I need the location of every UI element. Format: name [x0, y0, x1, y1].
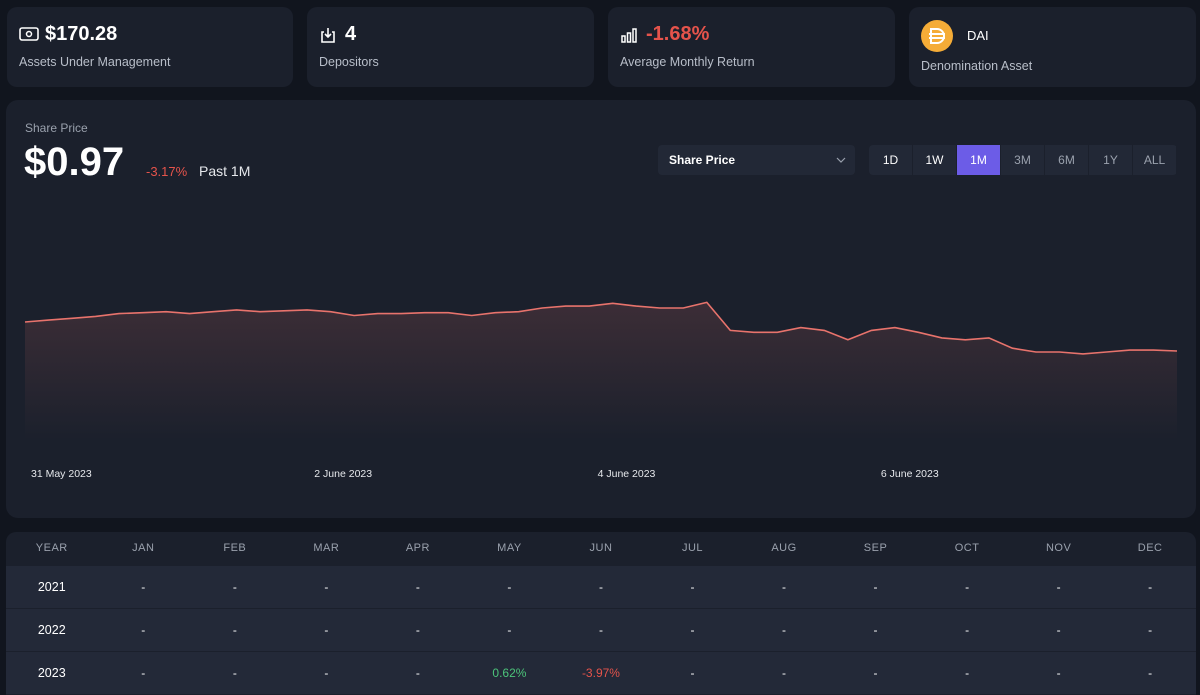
return-cell: -: [873, 580, 878, 594]
year-cell: 2023: [37, 666, 66, 680]
return-cell: -: [873, 623, 878, 637]
return-cell: -: [965, 580, 970, 594]
stat-value: 4: [345, 23, 357, 45]
return-cell: -: [1056, 623, 1061, 637]
return-cell: 0.62%: [492, 666, 527, 680]
return-cell: -: [415, 666, 420, 680]
table-row: 2021 - - - - - - - - - - - -: [6, 565, 1196, 608]
return-cell: -: [782, 666, 787, 680]
x-tick-label: 31 May 2023: [31, 468, 92, 480]
return-cell: -: [1148, 580, 1153, 594]
return-cell: -: [232, 580, 237, 594]
return-cell: -: [1056, 666, 1061, 680]
stat-label: Denomination Asset: [921, 59, 1033, 73]
select-text: Share Price: [669, 153, 736, 167]
dai-icon: [921, 20, 953, 52]
return-cell: -: [415, 623, 420, 637]
stat-value: -1.68%: [646, 23, 710, 45]
returns-table: YEAR JAN FEB MAR APR MAY JUN JUL AUG SEP OCT NOV DEC…: [6, 532, 1196, 695]
x-tick-label: 2 June 2023: [314, 468, 372, 480]
return-cell: -: [782, 580, 787, 594]
return-cell: -: [1056, 580, 1061, 594]
chart-label: Share Price: [25, 121, 88, 135]
return-cell: -: [507, 580, 512, 594]
range-button[interactable]: 1M: [957, 145, 1001, 175]
header-row: YEAR JAN FEB MAR APR MAY JUN JUL AUG SEP OCT NOV DEC: [6, 542, 1196, 562]
column-header: FEB: [223, 542, 247, 554]
period: Past 1M: [199, 163, 251, 179]
stat-card: 4 Depositors: [307, 7, 594, 87]
return-cell: -: [324, 580, 329, 594]
chart-panel: 31 May 2023 2 June 2023 4 June 2023 6 June …: [6, 100, 1196, 518]
return-cell: -: [141, 580, 146, 594]
price: $0.97: [24, 140, 125, 184]
return-cell: -: [507, 623, 512, 637]
column-header: DEC: [1137, 542, 1163, 554]
column-header: SEP: [863, 542, 888, 554]
return-cell: -: [1148, 666, 1153, 680]
column-header: JUN: [589, 542, 613, 554]
line: [24, 301, 1178, 355]
price-change: -3.17%: [146, 164, 188, 179]
return-cell: -: [690, 580, 695, 594]
column-header: MAR: [313, 542, 340, 554]
return-cell: -: [598, 580, 603, 594]
range-button[interactable]: ALL: [1133, 145, 1177, 175]
x-tick-label: 4 June 2023: [598, 468, 656, 480]
stat-card: -1.68% Average Monthly Return: [608, 7, 895, 87]
column-header: NOV: [1045, 542, 1072, 554]
column-header: OCT: [954, 542, 980, 554]
range-buttons: 1D 1W 1M 3M 6M 1Y ALL: [869, 145, 1177, 175]
range-button[interactable]: 1Y: [1089, 145, 1133, 175]
return-cell: -: [873, 666, 878, 680]
return-cell: -: [141, 666, 146, 680]
stat-value: DAI: [967, 28, 989, 43]
return-cell: -3.97%: [581, 666, 620, 680]
column-header: APR: [405, 542, 430, 554]
money-icon: [19, 27, 39, 41]
return-cell: -: [690, 666, 695, 680]
return-cell: -: [782, 623, 787, 637]
year-cell: 2022: [37, 623, 66, 637]
return-cell: -: [415, 580, 420, 594]
year-cell: 2021: [37, 580, 66, 594]
return-cell: -: [324, 666, 329, 680]
column-header: JUL: [681, 542, 704, 554]
stat-label: Average Monthly Return: [620, 55, 755, 69]
stat-card: DAI Denomination Asset: [909, 7, 1196, 87]
range-button[interactable]: 1D: [869, 145, 913, 175]
table-row: 2023 - - - - 0.62% -3.97% - - - - - -: [6, 651, 1196, 694]
metric-select[interactable]: Share Price: [658, 145, 855, 175]
x-tick-label: 6 June 2023: [881, 468, 939, 480]
deposit-icon: [321, 28, 335, 43]
return-cell: -: [141, 623, 146, 637]
column-header: AUG: [771, 542, 797, 554]
range-button[interactable]: 3M: [1001, 145, 1045, 175]
return-cell: -: [324, 623, 329, 637]
column-header: MAY: [497, 542, 522, 554]
chevron: [836, 157, 846, 163]
column-header: YEAR: [35, 542, 68, 554]
range-button[interactable]: 6M: [1045, 145, 1089, 175]
return-cell: -: [232, 623, 237, 637]
stat-card: $170.28 Assets Under Management: [7, 7, 293, 87]
range-button[interactable]: 1W: [913, 145, 957, 175]
return-cell: -: [232, 666, 237, 680]
table-row: 2022 - - - - - - - - - - - -: [6, 608, 1196, 651]
stat-label: Depositors: [319, 55, 379, 69]
area: [25, 302, 1177, 440]
return-cell: -: [965, 666, 970, 680]
stat-label: Assets Under Management: [19, 55, 171, 69]
column-header: JAN: [132, 542, 155, 554]
bars-icon: [621, 28, 637, 43]
return-cell: -: [690, 623, 695, 637]
stat-value: $170.28: [45, 23, 118, 45]
return-cell: -: [598, 623, 603, 637]
chart: 31 May 2023 2 June 2023 4 June 2023 6 June …: [24, 301, 1178, 480]
return-cell: -: [965, 623, 970, 637]
return-cell: -: [1148, 623, 1153, 637]
